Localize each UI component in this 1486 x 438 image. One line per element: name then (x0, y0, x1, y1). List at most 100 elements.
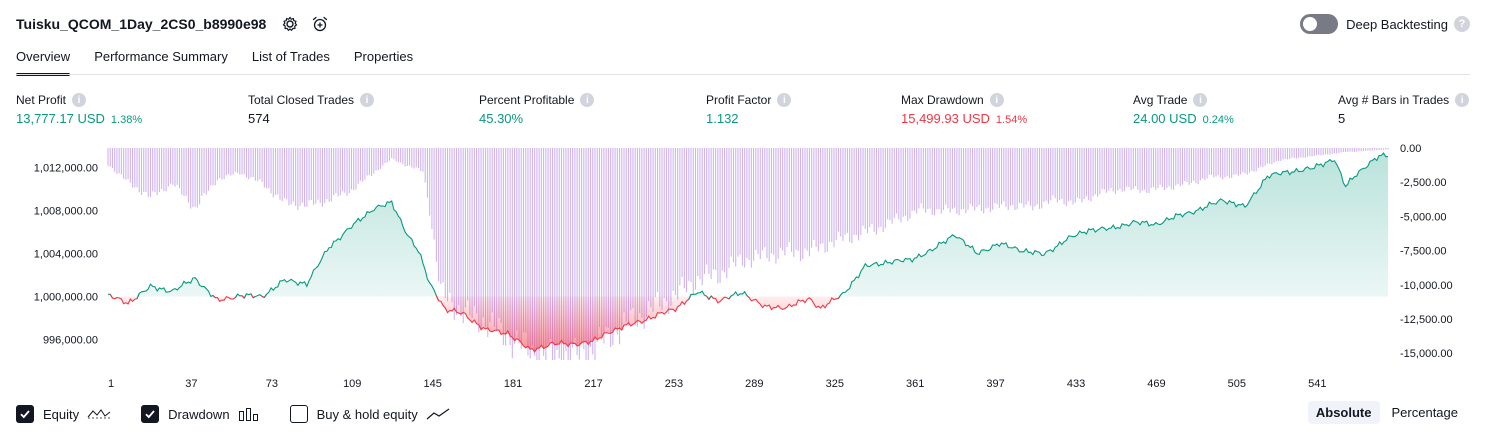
x-axis-label: 469 (1147, 378, 1165, 390)
metric-percent: 1.38% (110, 114, 143, 126)
x-axis-label: 1 (108, 378, 114, 390)
info-icon[interactable]: i (1193, 93, 1208, 107)
report-tabs: Overview Performance Summary List of Tra… (16, 44, 437, 76)
equity-axis-label: 1,012,000.00 (34, 162, 98, 174)
metric-value: 24.00 USD (1133, 111, 1197, 126)
x-axis-label: 325 (826, 378, 844, 390)
legend-label: Drawdown (168, 406, 230, 422)
equity-line-loss (212, 293, 239, 303)
metric-avg-bars-in-trades: Avg # Bars in Trades i 5 (1338, 93, 1470, 126)
equity-line-profit (263, 200, 440, 302)
equity-axis-label: 1,004,000.00 (34, 248, 98, 260)
metric-value: 15,499.93 USD (901, 111, 990, 126)
metric-value: 1.132 (706, 111, 739, 126)
metric-label: Total Closed Trades (248, 93, 355, 107)
metric-percent: 0.24% (1202, 114, 1234, 126)
help-icon[interactable]: ? (1454, 16, 1470, 32)
equity-loss-area (108, 296, 1388, 353)
metric-net-profit: Net Profit i 13,777.17 USD 1.38% (16, 93, 142, 126)
legend-equity[interactable]: Equity (16, 405, 111, 423)
drawdown-axis-label: -7,500.00 (1400, 246, 1446, 258)
deep-backtesting-label: Deep Backtesting (1346, 16, 1448, 32)
info-icon[interactable]: i (989, 93, 1004, 107)
x-axis-label: 361 (906, 378, 924, 390)
drawdown-axis-label: 0.00 (1400, 143, 1421, 155)
metrics-row: Net Profit i 13,777.17 USD 1.38% Total Clo… (0, 93, 1486, 133)
x-axis-label: 289 (745, 378, 763, 390)
tab-performance-summary[interactable]: Performance Summary (94, 49, 228, 64)
drawdown-axis-label: -15,000.00 (1400, 348, 1453, 360)
metric-label: Net Profit (16, 93, 67, 107)
legend-label: Buy & hold equity (316, 406, 418, 422)
drawdown-axis-label: -2,500.00 (1400, 177, 1446, 189)
x-axis-label: 397 (986, 378, 1004, 390)
metric-label: Percent Profitable (479, 93, 575, 107)
info-icon[interactable]: i (777, 93, 792, 107)
metric-value: 5 (1338, 111, 1346, 126)
equity-line-loss (435, 294, 692, 354)
equity-line-loss (109, 293, 140, 305)
equity-line-icon (87, 407, 111, 421)
equity-line-profit (688, 290, 710, 300)
metric-percent: 1.54% (995, 114, 1028, 126)
mode-percentage[interactable]: Percentage (1391, 405, 1459, 420)
x-axis-label: 217 (584, 378, 602, 390)
equity-line-loss (710, 295, 732, 304)
drawdown-axis-label: -12,500.00 (1400, 314, 1453, 326)
info-icon[interactable]: i (72, 93, 87, 107)
drawdown-axis-label: -10,000.00 (1400, 280, 1453, 292)
metric-value: 13,777.17 USD (16, 111, 105, 126)
equity-profit-area (108, 153, 1388, 297)
tab-list-of-trades[interactable]: List of Trades (251, 49, 330, 64)
x-axis-label: 73 (266, 378, 278, 390)
x-axis-label: 37 (185, 378, 197, 390)
equity-axis-label: 996,000.00 (43, 335, 98, 347)
legend-label: Equity (43, 406, 80, 422)
legend-drawdown[interactable]: Drawdown (141, 405, 259, 423)
equity-axis-label: 1,000,000.00 (34, 292, 98, 304)
buy-hold-checkbox[interactable] (289, 405, 308, 423)
metric-avg-trade: Avg Trade i 24.00 USD 0.24% (1133, 93, 1234, 126)
info-icon[interactable]: i (360, 93, 375, 107)
x-axis-label: 253 (665, 378, 683, 390)
metric-profit-factor: Profit Factor i 1.132 (706, 93, 792, 126)
metric-value: 574 (248, 111, 270, 126)
equity-line-profit (838, 152, 1389, 299)
equity-checkbox[interactable] (16, 405, 34, 423)
info-icon[interactable]: i (580, 93, 595, 107)
equity-line-profit (728, 290, 750, 300)
equity-line-profit (136, 277, 216, 299)
drawdown-checkbox[interactable] (141, 405, 160, 423)
toggle-knob (1303, 17, 1318, 31)
x-axis-label: 145 (423, 378, 441, 390)
x-axis-label: 505 (1228, 378, 1246, 390)
equity-drawdown-chart: 1,012,000.00 1,008,000.00 1,004,000.00 1,00… (34, 143, 1453, 390)
metric-value: 45.30% (479, 111, 524, 126)
trend-line-icon (426, 407, 450, 421)
metric-label: Profit Factor (706, 93, 772, 107)
mode-absolute[interactable]: Absolute (1307, 401, 1380, 424)
tab-overview[interactable]: Overview (16, 44, 71, 76)
metric-percent-profitable: Percent Profitable i 45.30% (479, 93, 595, 126)
report-header: Tuisku_QCOM_1Day_2CS0_b8990e98 (16, 12, 330, 36)
deep-backtesting-toggle[interactable] (1300, 14, 1339, 34)
metric-label: Max Drawdown (901, 93, 984, 107)
tab-properties[interactable]: Properties (353, 49, 414, 64)
metric-max-drawdown: Max Drawdown i 15,499.93 USD 1.54% (901, 93, 1027, 126)
x-axis-label: 433 (1067, 378, 1085, 390)
add-alert-icon[interactable] (310, 14, 330, 34)
chart-legend: Equity Drawdown Buy & hold equity (16, 403, 480, 425)
deep-backtesting: Deep Backtesting ? (1300, 12, 1470, 36)
x-axis-label: 181 (504, 378, 522, 390)
x-axis-label: 541 (1308, 378, 1326, 390)
settings-icon[interactable] (280, 14, 300, 34)
info-icon[interactable]: i (1455, 93, 1470, 107)
metric-label: Avg # Bars in Trades (1338, 93, 1450, 107)
legend-buy-hold[interactable]: Buy & hold equity (289, 405, 450, 423)
x-axis-label: 109 (343, 378, 361, 390)
strategy-title: Tuisku_QCOM_1Day_2CS0_b8990e98 (16, 16, 267, 32)
metric-total-closed-trades: Total Closed Trades i 574 (248, 93, 375, 126)
tab-divider (16, 74, 1470, 75)
drawdown-axis-label: -5,000.00 (1400, 211, 1446, 223)
metric-label: Avg Trade (1133, 93, 1188, 107)
